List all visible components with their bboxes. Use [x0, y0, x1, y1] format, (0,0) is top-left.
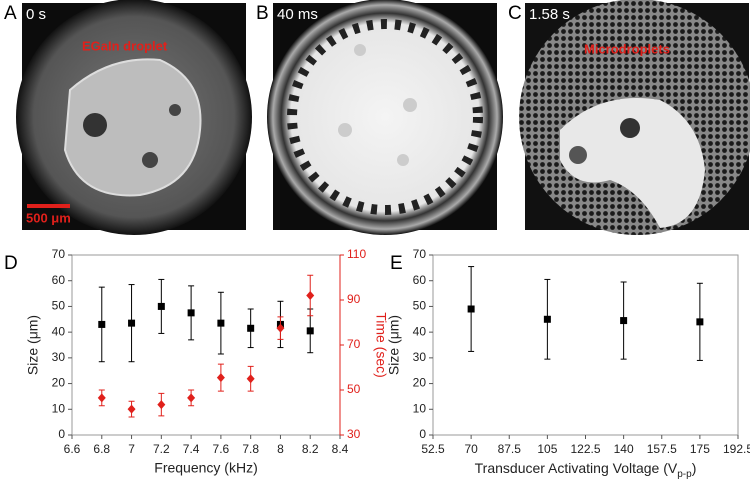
marker — [247, 324, 255, 332]
y-tick-label: 30 — [52, 350, 66, 364]
panel-b: B 40 ms — [256, 0, 503, 235]
field — [267, 0, 503, 235]
marker — [696, 318, 704, 326]
marker — [97, 393, 106, 403]
droplet — [63, 58, 202, 197]
y-tick-label: 10 — [52, 401, 66, 415]
x-axis-title: Transducer Activating Voltage (Vp-p) — [475, 460, 697, 480]
panel-a: A 0 s EGaIn droplet 500 μm — [4, 0, 252, 235]
marker — [306, 291, 315, 300]
marker — [216, 373, 225, 383]
marker — [157, 400, 166, 410]
marker — [127, 404, 136, 414]
y-tick-label: 50 — [413, 299, 427, 313]
y-tick-label: 20 — [52, 376, 66, 390]
x-tick-label: 175 — [690, 442, 710, 456]
pore — [142, 152, 158, 168]
caption: EGaIn droplet — [82, 38, 168, 53]
x-tick-label: 8.4 — [332, 442, 349, 456]
x-tick-label: 8.2 — [302, 442, 319, 456]
x-tick-label: 8 — [277, 442, 284, 456]
y-axis-title: Size (μm) — [25, 315, 41, 375]
pore — [169, 104, 181, 116]
time-label: 40 ms — [277, 6, 318, 23]
marker — [217, 319, 225, 327]
x-tick-label: 7.4 — [183, 442, 200, 456]
marker — [467, 305, 475, 313]
ring — [287, 19, 483, 215]
plot-frame — [432, 254, 739, 436]
x-axis-title-part: Transducer Activating Voltage (V — [475, 460, 678, 476]
y2-tick-label: 110 — [347, 247, 366, 261]
y2-tick-label: 30 — [347, 427, 361, 441]
drop — [569, 146, 587, 164]
time-label: 0 s — [26, 6, 46, 23]
scale-label: 500 μm — [26, 210, 71, 225]
y-tick-label: 60 — [413, 273, 427, 287]
drop — [620, 118, 640, 138]
y-tick-label: 0 — [58, 427, 65, 441]
panel-label: C — [508, 3, 522, 24]
time-label: 1.58 s — [529, 6, 570, 23]
marker — [187, 393, 196, 403]
x-tick-label: 7.6 — [213, 442, 230, 456]
y-tick-label: 0 — [419, 427, 426, 441]
panel-label: A — [4, 3, 17, 24]
y-tick-label: 50 — [52, 299, 66, 313]
marker — [98, 320, 106, 328]
spot — [397, 154, 409, 166]
spot — [338, 123, 352, 137]
marker — [543, 315, 551, 323]
x-tick-label: 105 — [537, 442, 557, 456]
x-axis-title-part: p-p — [677, 469, 692, 480]
x-tick-label: 122.5 — [570, 442, 600, 456]
y-tick-label: 60 — [52, 273, 66, 287]
y-tick-label: 70 — [52, 247, 66, 261]
panel-c: C 1.58 s Microdroplets — [508, 0, 750, 235]
x-tick-label: 7.8 — [242, 442, 259, 456]
y-tick-label: 40 — [52, 324, 66, 338]
pore — [83, 113, 107, 137]
y-tick-label: 10 — [413, 401, 427, 415]
y-axis-title: Size (μm) — [386, 315, 402, 375]
panel-label: B — [256, 3, 269, 24]
plot-frame — [71, 254, 341, 436]
marker — [306, 327, 314, 335]
y-tick-label: 40 — [413, 324, 427, 338]
marker — [246, 374, 255, 384]
y2-tick-label: 70 — [347, 337, 361, 351]
marker — [187, 309, 195, 317]
marker — [157, 302, 165, 310]
y-tick-label: 70 — [413, 247, 427, 261]
x-tick-label: 140 — [614, 442, 634, 456]
panel-label: E — [390, 253, 403, 274]
x-tick-label: 52.5 — [421, 442, 445, 456]
x-tick-label: 7.2 — [153, 442, 170, 456]
x-tick-label: 7 — [128, 442, 135, 456]
y-tick-label: 20 — [413, 376, 427, 390]
panel-label: D — [4, 253, 18, 274]
x-tick-label: 192.5 — [723, 442, 750, 456]
x-axis-title-part: ) — [692, 460, 697, 476]
x-tick-label: 6.8 — [93, 442, 110, 456]
y2-tick-label: 90 — [347, 292, 361, 306]
y2-tick-label: 50 — [347, 382, 361, 396]
marker — [128, 319, 136, 327]
y-tick-label: 30 — [413, 350, 427, 364]
spot — [403, 98, 417, 112]
marker — [620, 317, 628, 325]
x-tick-label: 70 — [464, 442, 478, 456]
marker — [276, 323, 285, 333]
x-axis-title: Frequency (kHz) — [154, 460, 257, 476]
charts: D 6.6 6.8 7 7.2 7.4 7.6 7.8 8 8.2 8.4 0 10 20 30 40 50 60… — [4, 247, 750, 480]
y2-axis-title: Time (sec) — [373, 312, 389, 378]
x-tick-label: 6.6 — [64, 442, 81, 456]
caption: Microdroplets — [584, 41, 670, 56]
spot — [354, 44, 366, 56]
x-tick-label: 157.5 — [647, 442, 677, 456]
x-tick-label: 87.5 — [498, 442, 522, 456]
bulk — [560, 98, 705, 228]
